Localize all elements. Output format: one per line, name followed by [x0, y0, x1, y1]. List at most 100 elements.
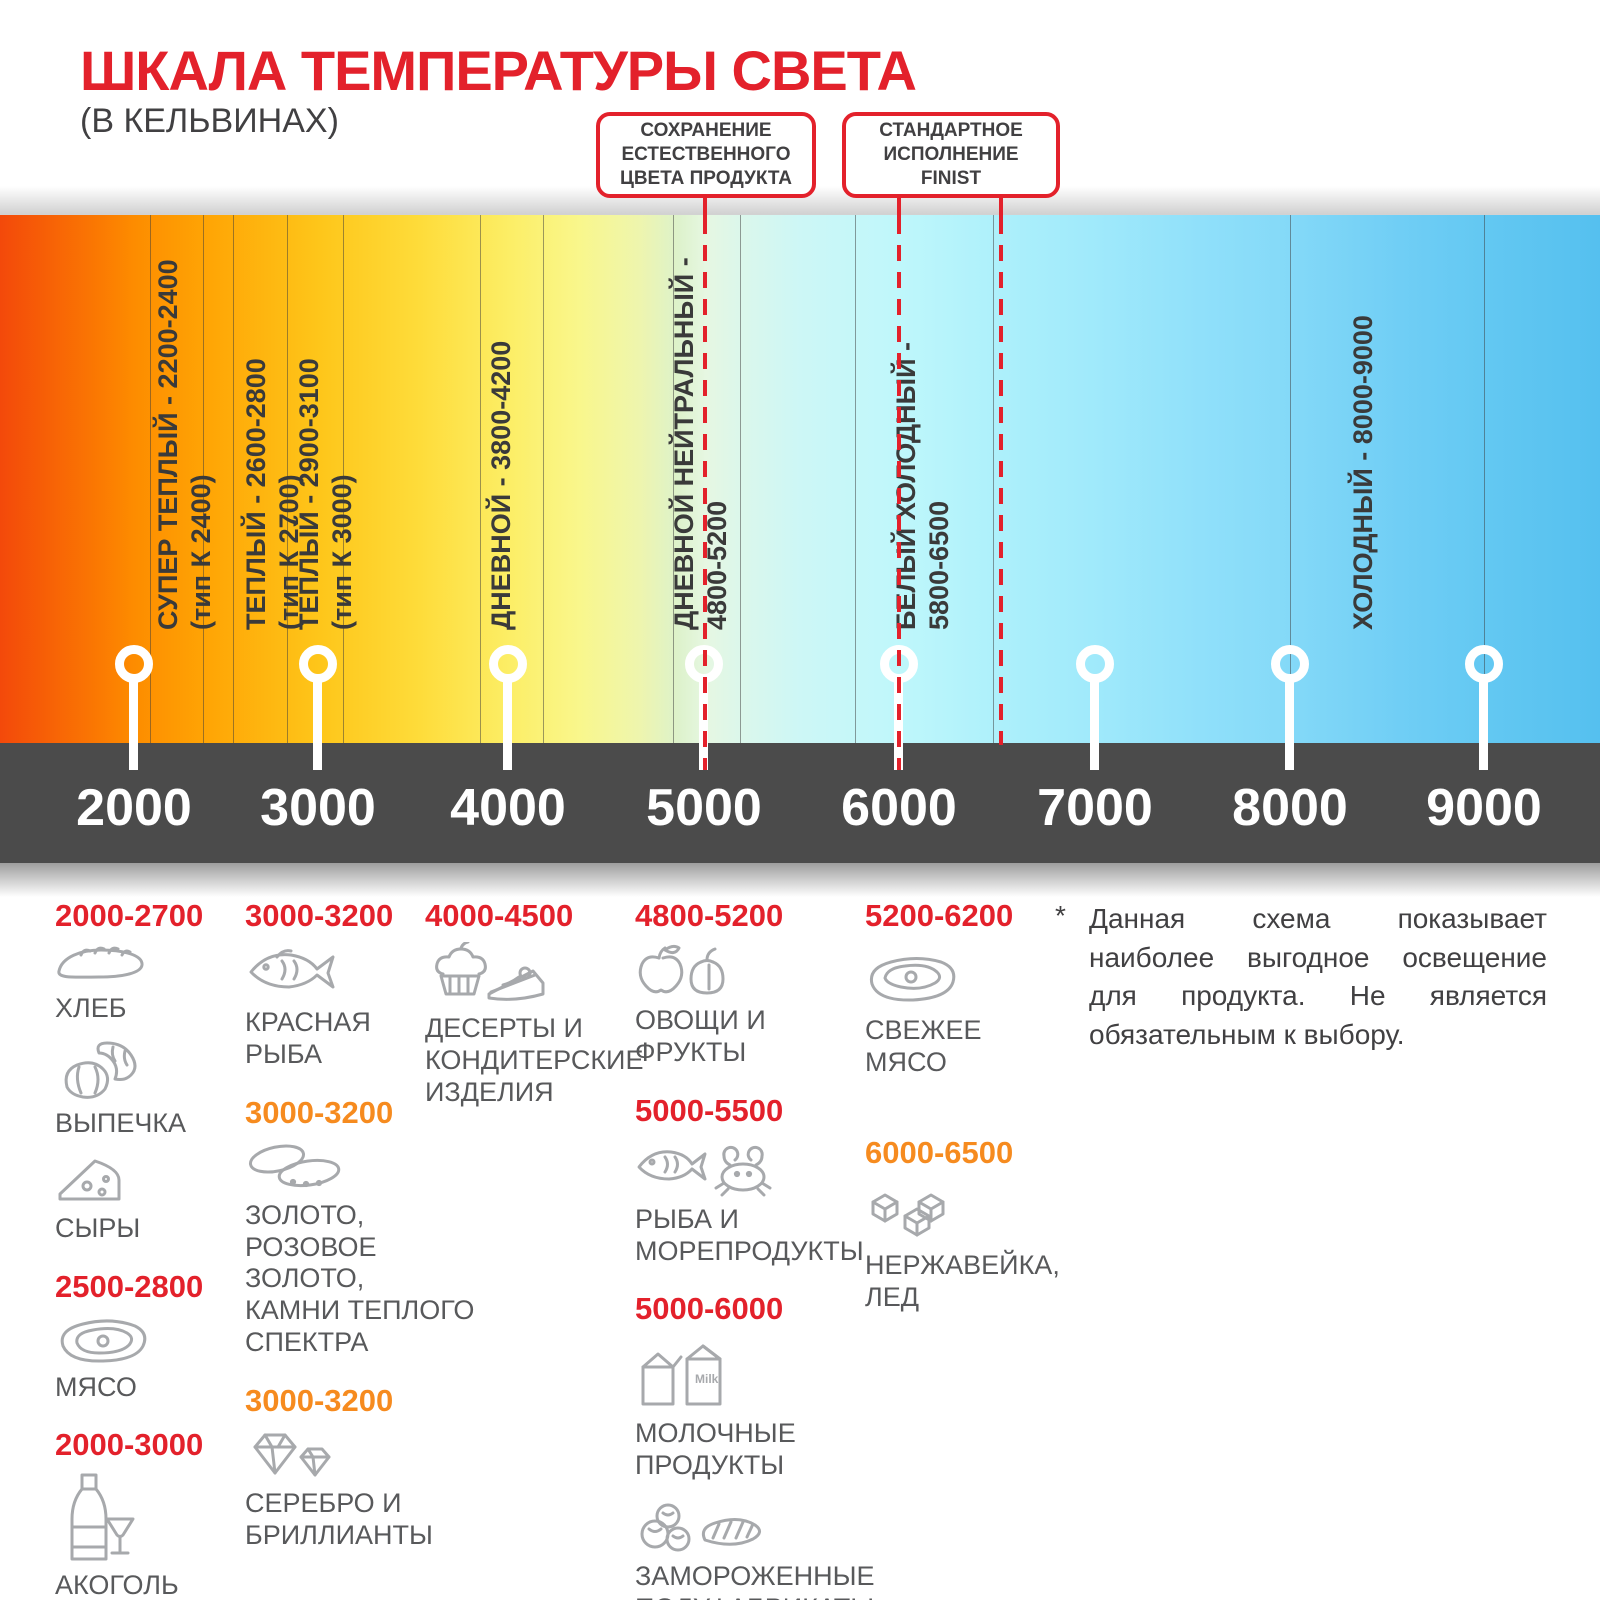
axis-tick-4000: 4000: [450, 779, 566, 837]
legend-column-2: 3000-3200 КРАСНАЯ РЫБА 3000-3200 ЗОЛОТО,…: [245, 898, 495, 1576]
temperature-gradient-band: [0, 215, 1600, 743]
guide-line-6000: [897, 218, 901, 770]
frozen-food-icon: [635, 1496, 935, 1559]
range-label: 3000-3200: [245, 1383, 394, 1419]
tick-marker: [115, 645, 153, 683]
vegetables-icon: [635, 942, 935, 1003]
tick-marker-stem: [313, 680, 322, 770]
legend-item: ДЕСЕРТЫ И КОНДИТЕРСКИЕ ИЗДЕЛИЯ: [425, 940, 643, 1109]
zone-boundary-line: [233, 215, 234, 743]
axis-tick-5000: 5000: [646, 779, 762, 837]
zone-boundary-line: [343, 215, 344, 743]
rings-icon: [245, 1139, 495, 1198]
footnote: * Данная схема показывает наиболее выгод…: [1055, 900, 1547, 1055]
callout-stem: [999, 198, 1003, 220]
diamond-icon: [245, 1427, 495, 1486]
callout-stem: [897, 198, 901, 220]
tick-marker: [1076, 645, 1114, 683]
legend-group: 5200-6200 СВЕЖЕЕ МЯСО: [865, 898, 1065, 1079]
zone-label-cold: ХОЛОДНЫЙ - 8000-9000: [1348, 315, 1378, 630]
guide-line-5000: [703, 218, 707, 770]
tick-marker-stem: [1285, 680, 1294, 770]
meat-icon: [55, 1313, 245, 1370]
tick-marker-stem: [1479, 680, 1488, 770]
tick-marker-stem: [129, 680, 138, 770]
zone-boundary-line: [203, 215, 204, 743]
zone-boundary-line: [673, 215, 674, 743]
legend-group: 4800-5200 ОВОЩИ И ФРУКТЫ: [635, 898, 935, 1069]
zone-label-super-warm: СУПЕР ТЕПЛЫЙ - 2200-2400 (тип К 2400): [153, 259, 216, 630]
legend-group: 2000-2700 ХЛЕБ ВЫПЕЧКА СЫРЫ: [55, 898, 245, 1245]
legend-column-5: 5200-6200 СВЕЖЕЕ МЯСО 6000-6500 НЕРЖАВЕЙ…: [865, 898, 1065, 1337]
axis-shadow: [0, 863, 1600, 903]
tick-marker-stem: [503, 680, 512, 770]
tick-marker: [1271, 645, 1309, 683]
legend-item: АКОГОЛЬ: [55, 1471, 245, 1600]
range-label: 3000-3200: [245, 898, 394, 933]
range-label: 3000-3200: [245, 1094, 394, 1130]
zone-label-daylight: ДНЕВНОЙ - 3800-4200: [486, 340, 516, 630]
legend-item: Milk МОЛОЧНЫЕ ПРОДУКТЫ: [635, 1335, 935, 1482]
ice-cubes-icon: [865, 1191, 1065, 1248]
legend-column-4: 4800-5200 ОВОЩИ И ФРУКТЫ 5000-5500 РЫБА …: [635, 898, 935, 1600]
range-label: 4000-4500: [425, 898, 574, 933]
legend-group: 5000-5500 РЫБА И МОРЕПРОДУКТЫ: [635, 1093, 935, 1268]
tick-marker: [489, 645, 527, 683]
legend-group: 5000-6000 Milk МОЛОЧНЫЕ ПРОДУКТЫ ЗАМОРОЖ…: [635, 1291, 935, 1600]
range-label: 5200-6200: [865, 898, 1014, 933]
axis-tick-9000: 9000: [1426, 779, 1542, 837]
callout-natural-color: СОХРАНЕНИЕ ЕСТЕСТВЕННОГО ЦВЕТА ПРОДУКТА: [596, 112, 816, 198]
legend-item: ЗОЛОТО, РОЗОВОЕ ЗОЛОТО, КАМНИ ТЕПЛОГО СП…: [245, 1139, 495, 1359]
legend-item: ВЫПЕЧКА: [55, 1039, 245, 1140]
legend-group: 3000-3200 КРАСНАЯ РЫБА: [245, 898, 495, 1071]
tick-marker: [1465, 645, 1503, 683]
fish-icon: [245, 942, 495, 1005]
zone-boundary-line: [150, 215, 151, 743]
zone-boundary-line: [543, 215, 544, 743]
legend-group: 2500-2800 МЯСО: [55, 1269, 245, 1404]
cheese-icon: [55, 1154, 245, 1211]
legend-item: РЫБА И МОРЕПРОДУКТЫ: [635, 1137, 935, 1268]
range-label: 4800-5200: [635, 898, 784, 933]
legend-group: 2000-3000 АКОГОЛЬ: [55, 1427, 245, 1600]
zone-boundary-line: [993, 215, 994, 743]
zone-boundary-line: [1484, 215, 1485, 743]
axis-tick-6000: 6000: [841, 779, 957, 837]
range-label: 2000-2700: [55, 898, 204, 933]
axis-tick-8000: 8000: [1232, 779, 1348, 837]
axis-tick-3000: 3000: [260, 779, 376, 837]
seafood-icon: [635, 1137, 935, 1202]
milk-icon: Milk: [635, 1335, 935, 1416]
legend-item: КРАСНАЯ РЫБА: [245, 942, 495, 1071]
legend-item: СВЕЖЕЕ МЯСО: [865, 950, 1065, 1079]
range-label: 5000-5500: [635, 1092, 784, 1128]
guide-line-6500: [999, 218, 1003, 745]
range-label: 2000-3000: [55, 1427, 204, 1463]
range-label: 6000-6500: [865, 1134, 1014, 1170]
zone-boundary-line: [287, 215, 288, 743]
legend-item: ЗАМОРОЖЕННЫЕ ПОЛУФАБРИКАТЫ: [635, 1496, 935, 1600]
bread-icon: [55, 942, 245, 991]
legend-item: СЫРЫ: [55, 1154, 245, 1245]
legend-item: НЕРЖАВЕЙКА, ЛЕД: [865, 1191, 1065, 1314]
kelvin-axis: 2000 3000 4000 5000 6000 7000 8000 9000: [0, 743, 1600, 863]
zone-label-warm-3000: ТЕПЛЫЙ - 2900-3100 (тип К 3000): [294, 358, 357, 630]
legend-item: ХЛЕБ: [55, 942, 245, 1025]
fresh-meat-icon: [865, 950, 1065, 1013]
zone-boundary-line: [740, 215, 741, 743]
zone-boundary-line: [1290, 215, 1291, 743]
legend-group: 6000-6500 НЕРЖАВЕЙКА, ЛЕД: [865, 1135, 1065, 1314]
legend-item: ОВОЩИ И ФРУКТЫ: [635, 942, 935, 1069]
legend-item: МЯСО: [55, 1313, 245, 1404]
axis-tick-7000: 7000: [1037, 779, 1153, 837]
tick-marker: [299, 645, 337, 683]
zone-boundary-line: [480, 215, 481, 743]
legend-column-3: 4000-4500 ДЕСЕРТЫ И КОНДИТЕРСКИЕ ИЗДЕЛИЯ: [425, 898, 643, 1133]
zone-boundary-line: [855, 215, 856, 743]
croissant-icon: [55, 1039, 245, 1106]
footnote-asterisk: *: [1055, 900, 1066, 931]
legend-group: 3000-3200 ЗОЛОТО, РОЗОВОЕ ЗОЛОТО, КАМНИ …: [245, 1095, 495, 1359]
callout-finist-standard: СТАНДАРТНОЕ ИСПОЛНЕНИЕ FINIST: [842, 112, 1060, 198]
range-label: 5000-6000: [635, 1291, 784, 1327]
